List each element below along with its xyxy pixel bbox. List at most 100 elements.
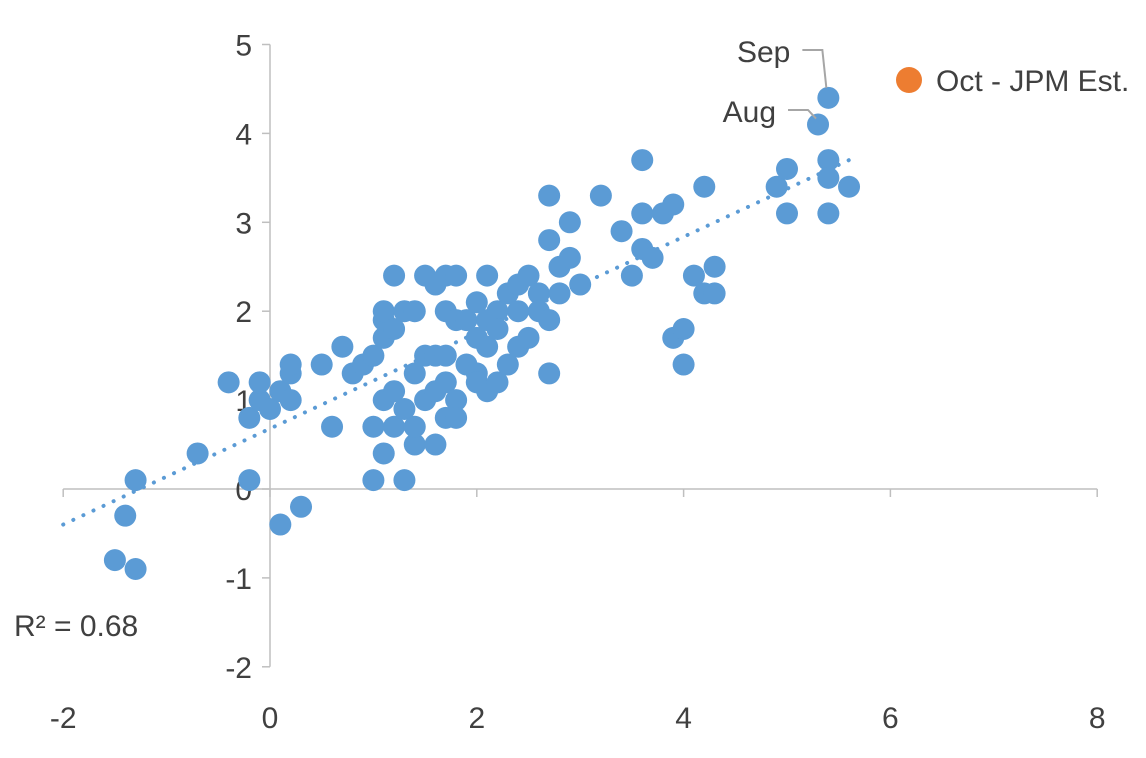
data-point [362,469,385,492]
data-point [486,371,509,394]
y-tick-label: 3 [235,207,252,240]
data-point [372,442,395,465]
data-point [538,309,561,332]
data-point [393,469,416,492]
data-point [383,415,406,438]
data-point [538,184,561,207]
data-point [269,513,292,536]
data-point [517,264,540,287]
data-point [362,344,385,367]
x-tick-label: 8 [1089,702,1106,735]
data-point [776,157,798,180]
aug-leader-line [788,109,817,120]
data-point [383,380,406,403]
x-tick-label: -2 [50,702,77,735]
data-point [703,255,726,278]
data-point [817,86,840,109]
legend-label: Oct - JPM Est. [936,65,1129,98]
data-point [455,309,478,332]
data-point [662,193,685,216]
data-point [321,415,344,438]
data-point [569,273,592,296]
data-point [403,415,426,438]
data-point [558,211,581,234]
legend: Oct - JPM Est. [896,65,1129,98]
data-point [838,175,861,198]
data-point [765,175,788,198]
data-point [548,282,571,305]
data-point [538,362,561,385]
data-point [434,344,457,367]
data-point [776,202,798,225]
data-point [610,220,633,243]
y-tick-label: 2 [235,296,252,329]
legend-marker [896,67,922,93]
data-point [486,300,509,323]
data-point [114,504,137,527]
x-tick-label: 0 [262,702,279,735]
data-point [703,282,726,305]
data-point [817,149,840,172]
data-point [672,317,695,340]
data-point [238,406,261,429]
data-point [217,371,240,394]
data-point [445,389,468,412]
data-point [476,264,499,287]
data-point [103,549,126,572]
data-point [672,353,695,376]
data-point [259,397,281,420]
data-point [496,353,519,376]
data-point [558,246,581,269]
data-point [279,389,302,412]
trendline-path [61,158,852,527]
data-point [403,300,426,323]
data-point [517,326,540,349]
data-point [331,335,354,358]
data-point [476,335,499,358]
y-tick-label: 5 [235,30,252,63]
data-point [372,300,395,323]
data-point [817,166,840,189]
x-tick-label: 2 [468,702,485,735]
data-point [248,371,271,394]
data-point [424,433,447,456]
data-point [403,433,426,456]
data-point [445,406,468,429]
data-point [290,495,313,518]
data-point [631,149,654,172]
data-point [538,229,561,252]
x-tick-label: 6 [882,702,899,735]
data-point [507,300,530,323]
data-point [693,175,716,198]
data-point [393,397,416,420]
data-point [527,282,550,305]
data-point [817,202,840,225]
data-point [620,264,643,287]
data-point [383,264,406,287]
data-point [589,184,612,207]
data-point [124,558,147,581]
annotations: Sep Aug [723,36,828,129]
sep-leader-line [802,49,828,88]
data-point [238,469,261,492]
data-point [186,442,209,465]
data-point [486,317,509,340]
data-point [682,264,705,287]
data-point [465,291,488,314]
r-squared-label: R² = 0.68 [14,610,138,643]
data-points [103,86,861,581]
data-point [631,202,654,225]
data-point [641,246,664,269]
data-point [383,317,406,340]
trendline [61,158,852,527]
y-tick-label: 4 [235,118,252,151]
aug-annotation: Aug [723,96,776,129]
y-tick-label: -2 [225,652,252,685]
sep-annotation: Sep [737,36,790,69]
data-point [362,415,385,438]
data-point [124,469,147,492]
data-point [310,353,333,376]
data-point [403,362,426,385]
